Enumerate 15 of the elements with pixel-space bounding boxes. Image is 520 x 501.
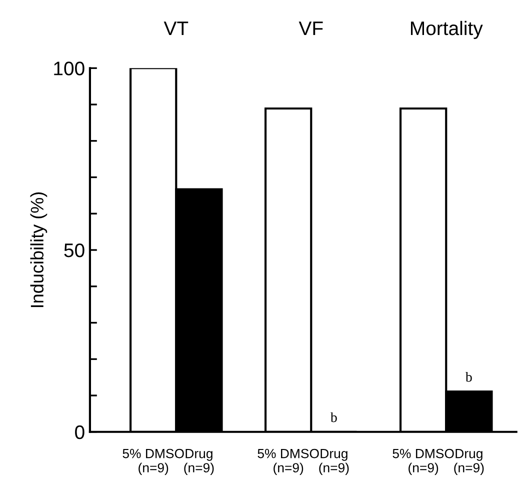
text: VT xyxy=(164,22,188,36)
text: Mortality xyxy=(410,20,483,40)
y-axis-title: Inducibility (%) xyxy=(30,192,48,308)
y-tick-label: 50 xyxy=(64,243,84,258)
data-label: b xyxy=(465,372,472,382)
x-tick-label: 5% DMSO (n=9) xyxy=(122,448,184,476)
y-tick-label: 0 xyxy=(75,425,84,440)
y-tick-label: 100 xyxy=(54,62,84,76)
x-tick-label: Drug (n=9) xyxy=(184,449,214,476)
x-tick-label: 5% DMSO (n=9) xyxy=(258,448,319,476)
text: VF xyxy=(298,22,323,36)
data-label: b xyxy=(330,412,337,422)
x-tick-label: 5% DMSO (n=9) xyxy=(392,448,454,476)
x-tick-label: Drug (n=9) xyxy=(319,449,349,476)
x-tick-label: Drug (n=9) xyxy=(454,449,484,476)
